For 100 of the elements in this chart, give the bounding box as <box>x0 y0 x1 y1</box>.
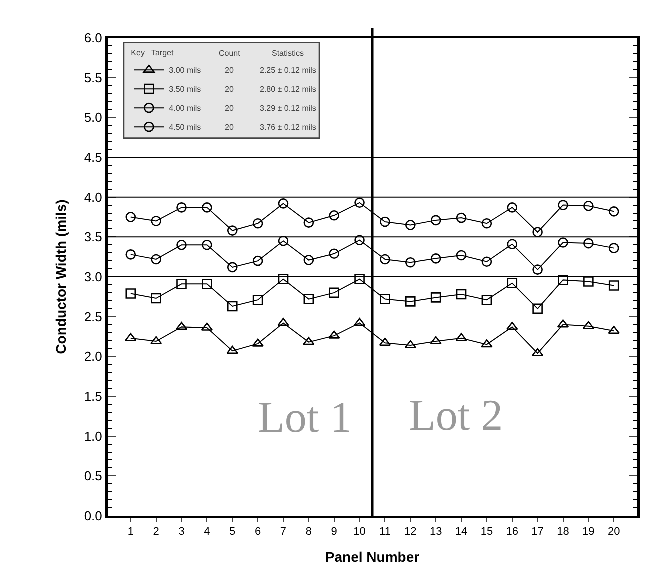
point <box>608 280 620 291</box>
point <box>329 248 340 260</box>
annotation: 20 <box>225 85 234 94</box>
point <box>482 294 492 306</box>
legend-label: 4.50 mils <box>169 123 202 132</box>
x-tick-label: 17 <box>532 526 544 538</box>
point <box>304 218 314 228</box>
point <box>303 337 315 346</box>
point <box>278 236 289 246</box>
x-tick-label: 18 <box>557 526 570 538</box>
point <box>354 235 365 246</box>
annotation: Lot 2 <box>409 391 504 440</box>
y-tick-label: 5.5 <box>84 70 102 86</box>
point <box>507 202 518 213</box>
point <box>278 318 290 326</box>
point <box>404 340 416 348</box>
point <box>608 243 620 254</box>
x-tick-label: 14 <box>455 526 468 538</box>
point <box>126 212 136 222</box>
point <box>151 254 162 265</box>
point <box>379 338 392 346</box>
point <box>380 294 390 304</box>
annotation: 3.29 ± 0.12 mils <box>260 104 316 113</box>
point <box>329 288 340 298</box>
point <box>584 276 594 287</box>
point <box>304 294 314 304</box>
point <box>456 333 468 342</box>
x-tick-label: 5 <box>230 526 236 538</box>
point <box>506 322 518 330</box>
point <box>406 296 416 307</box>
point <box>608 326 620 334</box>
point <box>608 206 620 217</box>
point <box>430 254 442 264</box>
point <box>202 240 212 250</box>
y-tick-label: 4.0 <box>84 190 102 205</box>
point <box>126 288 136 299</box>
y-tick-label: 3.0 <box>84 270 102 285</box>
point <box>227 262 238 273</box>
point <box>304 255 314 266</box>
x-tick-label: 2 <box>153 526 160 538</box>
legend-label: 3.00 mils <box>169 66 202 76</box>
point <box>406 258 416 268</box>
point <box>430 292 442 303</box>
x-tick-label: 6 <box>254 526 262 538</box>
x-tick-label: 13 <box>430 526 442 538</box>
point <box>252 338 264 347</box>
point <box>430 215 442 226</box>
x-tick-label: 4 <box>204 526 210 538</box>
point <box>227 226 238 236</box>
point <box>151 293 162 304</box>
point <box>584 200 594 212</box>
y-tick-label: 3.5 <box>84 230 102 245</box>
point <box>584 238 594 249</box>
annotation: Lot 1 <box>258 393 352 442</box>
point <box>278 198 289 209</box>
x-tick-label: 8 <box>306 526 312 538</box>
x-tick-label: 11 <box>380 526 391 538</box>
x-tick-label: 3 <box>178 526 185 538</box>
annotation: 20 <box>225 66 234 75</box>
y-tick-label: 6.0 <box>84 30 102 46</box>
legend-title: Key Target <box>131 48 174 58</box>
y-tick-label: 0.5 <box>84 468 102 484</box>
point <box>532 227 543 238</box>
legend-label: 4.00 mils <box>169 104 202 114</box>
point <box>329 210 340 221</box>
point <box>252 218 264 229</box>
point <box>151 216 162 226</box>
legend-label: 3.50 mils <box>169 85 202 94</box>
annotation: 20 <box>225 123 234 132</box>
point <box>558 200 568 210</box>
x-tick-label: 16 <box>506 526 519 538</box>
x-tick-label: 12 <box>404 526 417 538</box>
y-tick-label: 1.0 <box>84 428 102 444</box>
point <box>558 275 568 286</box>
point <box>328 330 340 339</box>
annotation: 2.80 ± 0.12 mils <box>260 85 316 94</box>
x-tick-label: 7 <box>280 526 287 538</box>
y-tick-label: 2.0 <box>84 349 102 364</box>
point <box>125 333 137 342</box>
annotation: Statistics <box>272 49 304 58</box>
point <box>456 250 467 261</box>
x-tick-label: 9 <box>331 526 338 538</box>
x-tick-label: 1 <box>128 526 134 538</box>
x-tick-label: 20 <box>608 526 620 538</box>
y-tick-label: 5.0 <box>84 110 102 126</box>
point <box>354 274 365 285</box>
y-tick-label: 2.5 <box>84 309 102 324</box>
point <box>482 256 492 268</box>
annotation: 3.76 ± 0.12 mils <box>260 123 316 132</box>
point <box>430 336 442 344</box>
point <box>482 218 492 229</box>
point <box>176 240 187 250</box>
y-axis-title: Conductor Width (mils) <box>52 200 69 354</box>
point <box>406 220 416 230</box>
y-tick-label: 4.5 <box>84 150 102 166</box>
point <box>507 278 518 289</box>
x-tick-label: 10 <box>354 526 366 538</box>
point <box>202 279 212 290</box>
point <box>380 254 390 265</box>
point <box>202 202 212 213</box>
